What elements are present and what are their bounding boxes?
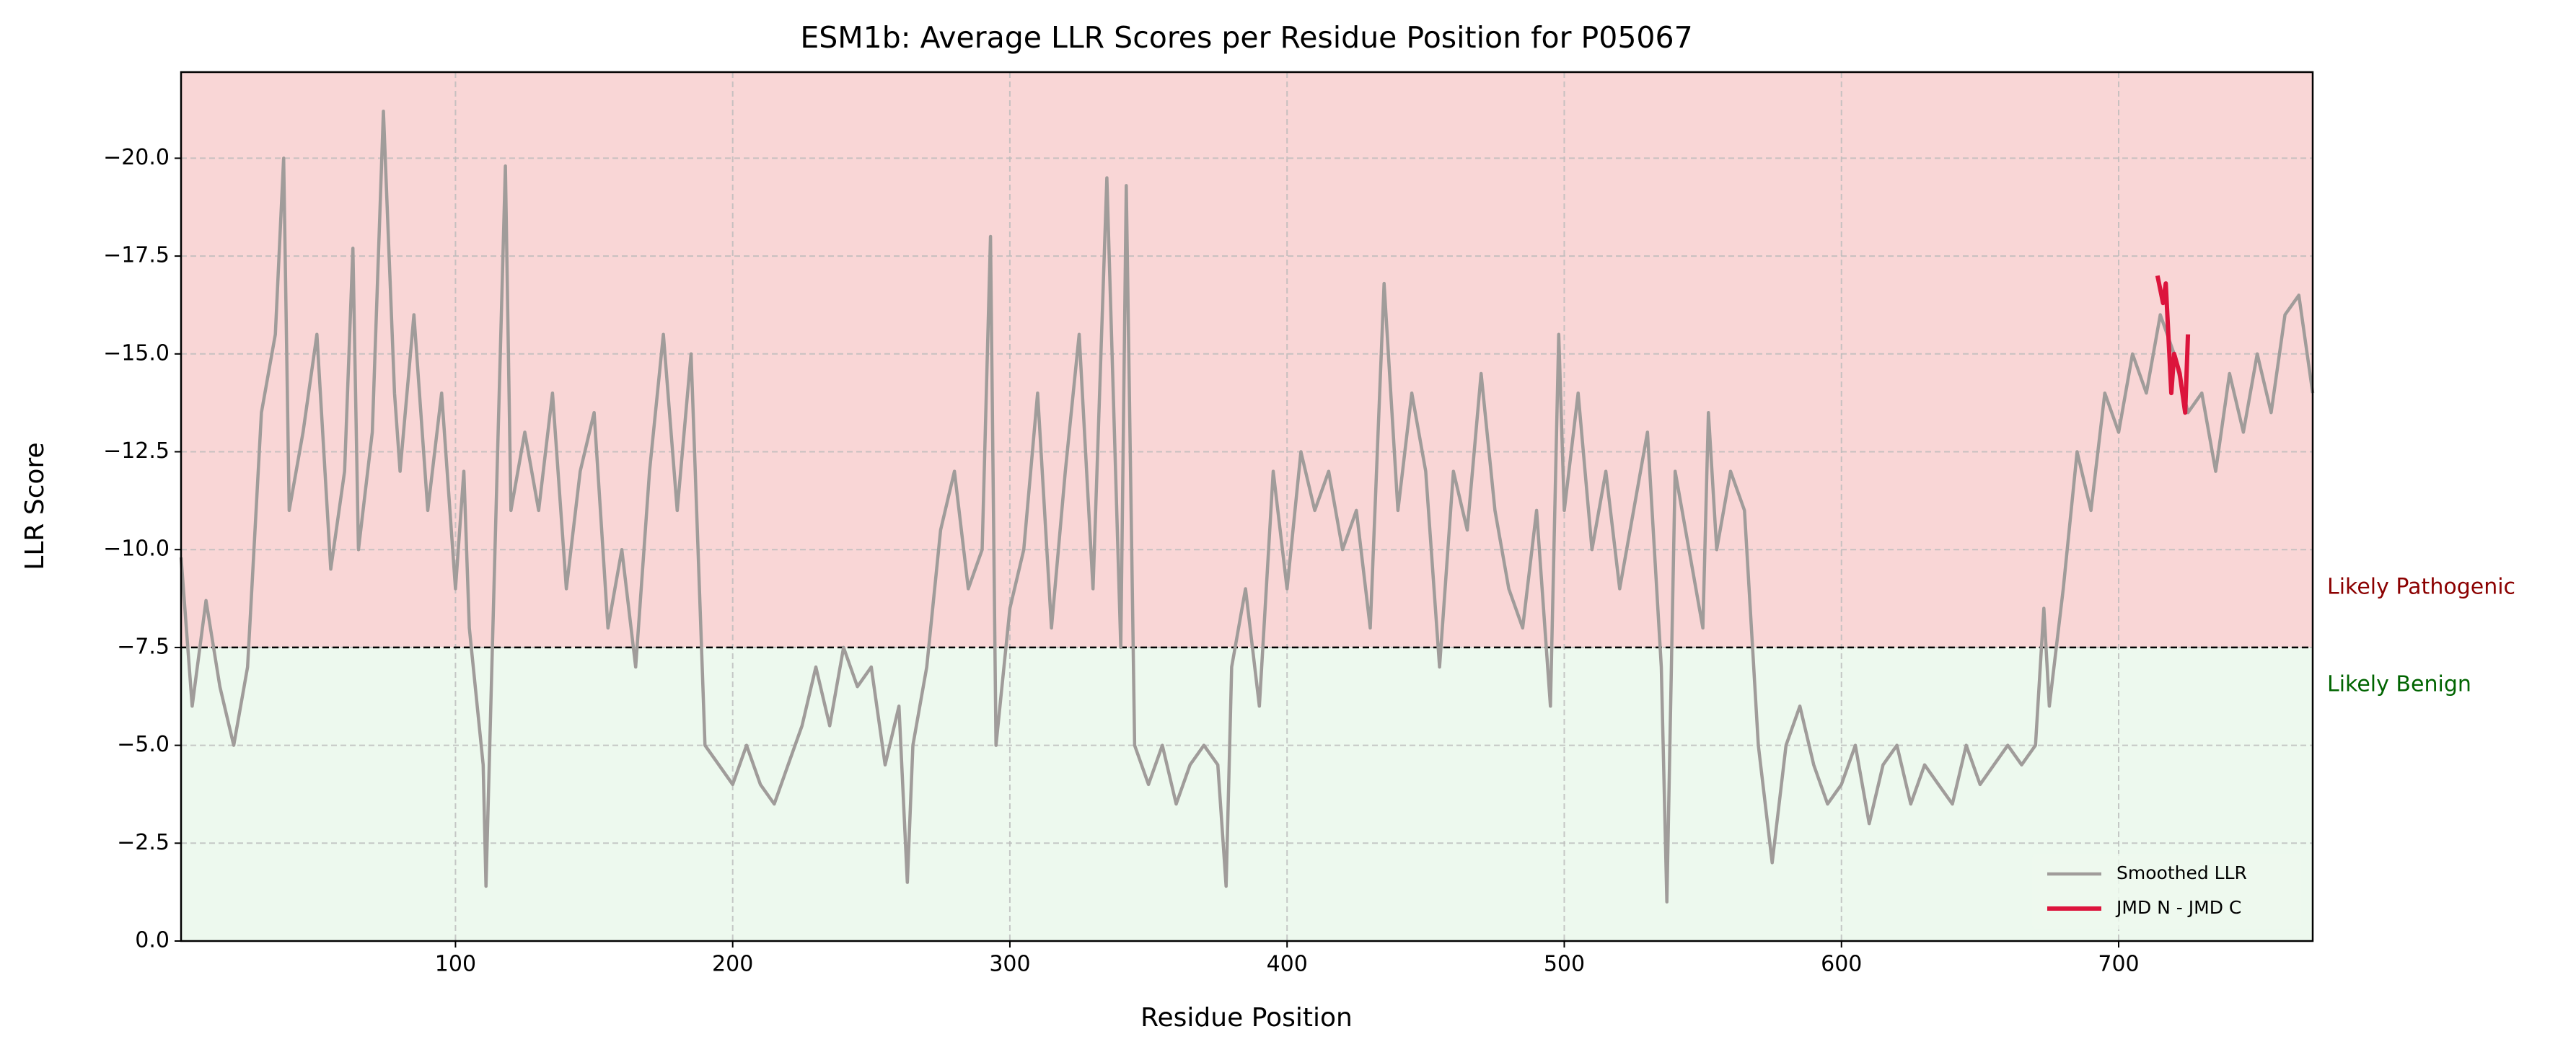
y-tick-label: −5.0 <box>117 732 170 757</box>
series-line <box>2155 275 2191 415</box>
y-tick-label: −12.5 <box>103 438 170 464</box>
x-tick-label: 700 <box>2098 952 2139 977</box>
x-tick-label: 600 <box>1821 952 1862 977</box>
y-tick-label: −7.5 <box>117 634 170 659</box>
y-tick-label: −2.5 <box>117 830 170 855</box>
y-tick-label: −15.0 <box>103 340 170 366</box>
x-tick-label: 500 <box>1544 952 1585 977</box>
y-tick-label: −17.5 <box>103 243 170 268</box>
legend: Smoothed LLR JMD N - JMD C <box>2032 854 2301 929</box>
y-tick-label: −10.0 <box>103 536 170 562</box>
region-label: Likely Benign <box>2327 671 2471 697</box>
x-tick-label: 100 <box>435 952 476 977</box>
legend-label: JMD N - JMD C <box>2115 897 2241 918</box>
y-tick-label: 0.0 <box>135 928 170 953</box>
x-axis-label: Residue Position <box>1140 1003 1353 1033</box>
y-axis-label: LLR Score <box>20 442 50 570</box>
x-tick-label: 300 <box>989 952 1030 977</box>
region-label: Likely Pathogenic <box>2327 574 2515 599</box>
pathogenic-region <box>181 72 2313 648</box>
chart-title: ESM1b: Average LLR Scores per Residue Po… <box>800 20 1692 55</box>
legend-label: Smoothed LLR <box>2116 862 2247 883</box>
plot-frame <box>180 71 2314 942</box>
x-tick-label: 400 <box>1267 952 1308 977</box>
x-tick-label: 200 <box>712 952 753 977</box>
series-line <box>179 110 2315 904</box>
benign-region <box>181 647 2313 941</box>
y-tick-label: −20.0 <box>103 145 170 170</box>
